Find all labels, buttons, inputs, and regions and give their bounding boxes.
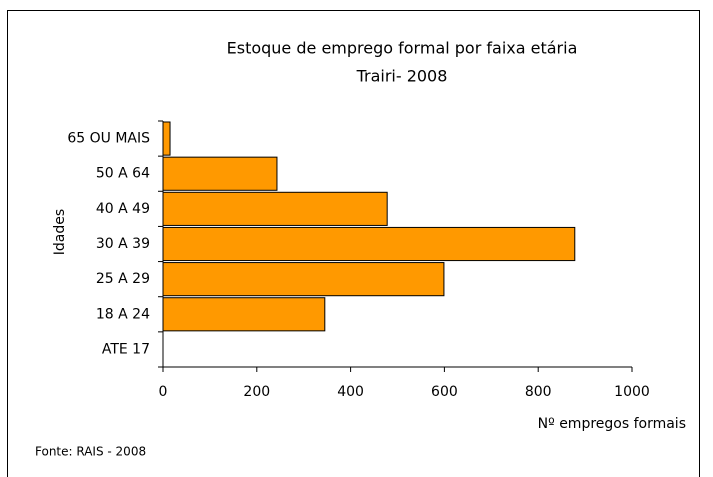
y-tick-label: 50 A 64	[96, 166, 150, 182]
y-tick-label: 18 A 24	[96, 306, 150, 322]
x-tick-label: 1000	[614, 384, 650, 400]
x-axis-label: Nº empregos formais	[538, 416, 686, 432]
chart-subtitle: Trairi- 2008	[356, 67, 448, 86]
bar	[162, 121, 171, 156]
bar	[162, 262, 445, 297]
x-tick-label: 0	[159, 384, 168, 400]
y-axis-label: Idades	[52, 209, 68, 255]
x-tick-label: 400	[337, 384, 364, 400]
x-tick-label: 800	[525, 384, 552, 400]
x-tick-label: 200	[243, 384, 270, 400]
bar	[162, 191, 388, 226]
y-tick-label: 30 A 39	[96, 236, 150, 252]
y-tick-label: 40 A 49	[96, 201, 150, 217]
source-note: Fonte: RAIS - 2008	[35, 445, 146, 459]
chart-title: Estoque de emprego formal por faixa etár…	[227, 39, 578, 58]
y-tick-label: ATE 17	[102, 341, 150, 357]
bar	[162, 156, 278, 191]
bar	[162, 226, 576, 262]
y-tick-label: 25 A 29	[96, 271, 150, 287]
bar	[162, 297, 326, 332]
x-tick-label: 600	[431, 384, 458, 400]
y-tick-label: 65 OU MAIS	[67, 131, 150, 147]
